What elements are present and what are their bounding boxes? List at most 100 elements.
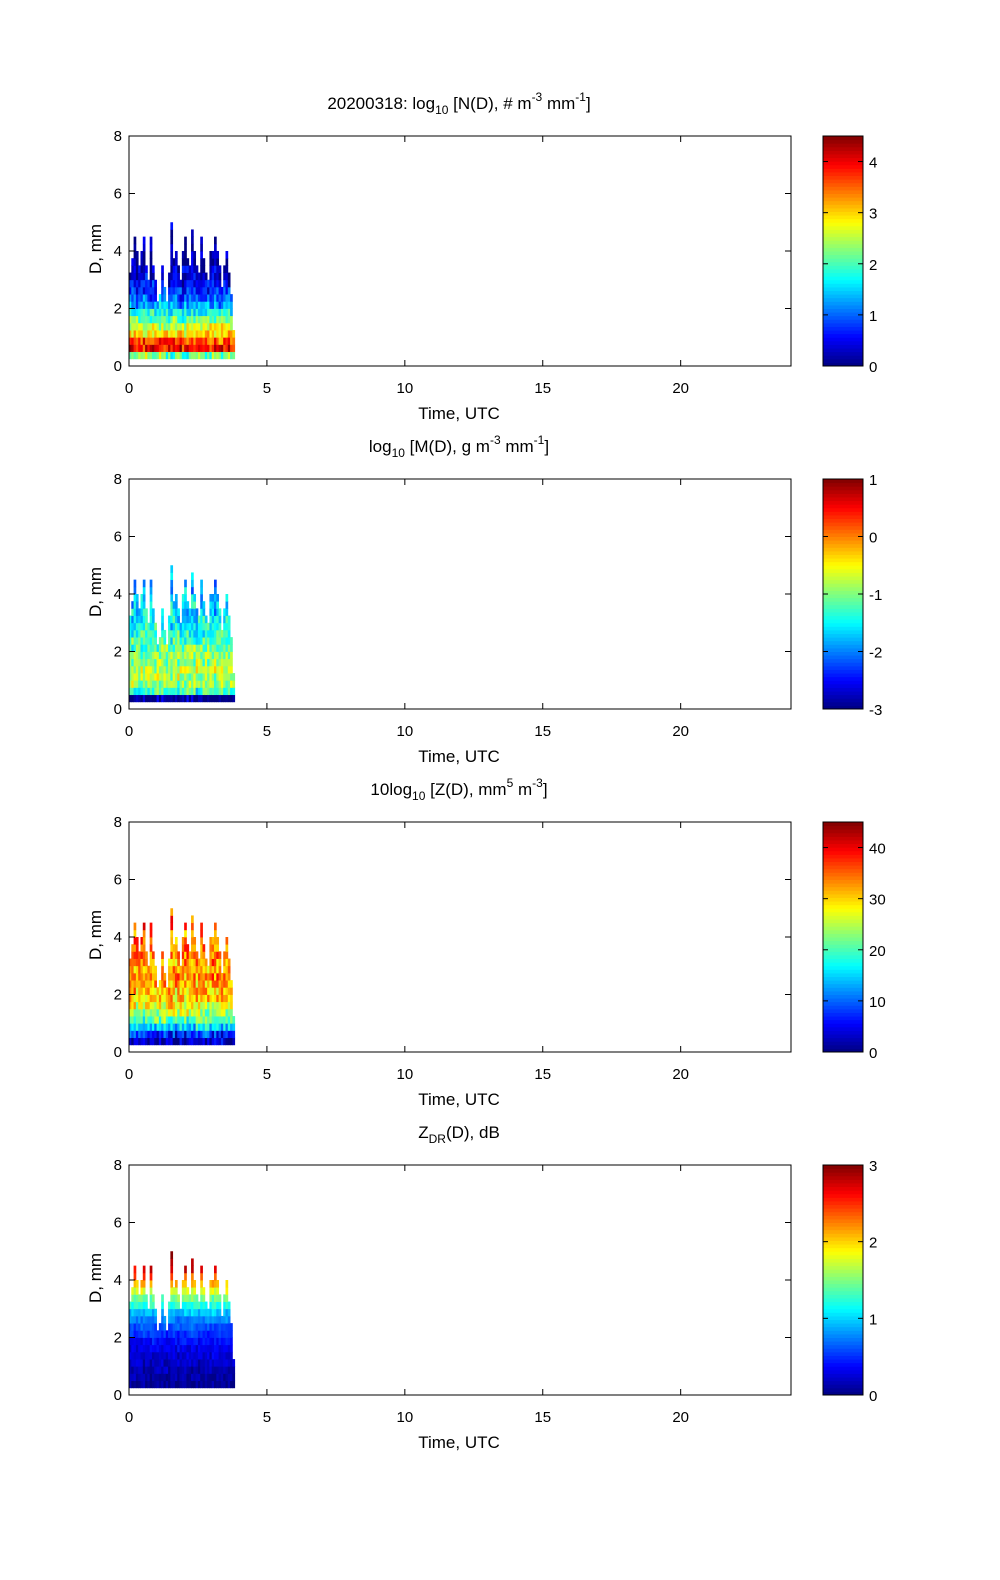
heatmap-cell [209,980,213,988]
heatmap-cell [145,279,148,288]
colorbar-segment [823,362,863,367]
heatmap-cell [202,1016,206,1024]
heatmap-cell [216,1359,220,1367]
heatmap-cell [140,351,144,360]
heatmap-cell [184,330,187,338]
heatmap-cell [191,315,194,324]
heatmap-cell [129,1366,132,1374]
heatmap-cell [145,644,148,652]
heatmap-cell [207,994,210,1003]
heatmap-cell [154,351,157,360]
heatmap-cell [216,1373,220,1382]
heatmap-cell [191,579,194,588]
heatmap-cell [227,308,231,317]
heatmap-cell [172,279,176,288]
heatmap-cell [151,1373,155,1382]
heatmap-cell [177,286,180,295]
heatmap-cell [131,629,134,638]
heatmap-cell [181,1373,185,1382]
colorbar-segment [823,987,863,992]
heatmap-cell [200,680,203,688]
heatmap-cell [142,1287,146,1295]
colorbar-segment [823,1369,863,1374]
heatmap-cell [214,586,217,595]
heatmap-cell [186,687,190,696]
heatmap-cell [177,615,180,624]
heatmap-cell [154,1323,157,1331]
heatmap-cell [181,673,185,681]
heatmap-cell [142,1373,146,1382]
heatmap-cell [204,972,208,981]
heatmap-cell [207,1359,210,1367]
heatmap-cell [207,644,210,652]
heatmap-cell [163,987,167,995]
heatmap-cell [168,1008,171,1017]
heatmap-cell [149,594,153,602]
heatmap-cell [165,694,169,703]
heatmap-cell [170,1351,174,1360]
heatmap-cell [138,286,141,295]
heatmap-cell [202,651,206,660]
colorbar-segment [823,1315,863,1321]
heatmap-cell [142,994,146,1003]
heatmap-cell [165,1344,169,1353]
heatmap-cell [170,651,174,660]
title-part: log [369,437,392,456]
heatmap-cell [174,651,178,660]
heatmap-cell [209,673,213,681]
heatmap-cell [145,1308,148,1317]
heatmap-cell [191,1380,194,1389]
heatmap-cell [193,594,197,602]
heatmap-cell [154,665,157,674]
colorbar-tick-label: 30 [869,892,886,909]
heatmap-cell [147,351,151,360]
colorbar-tick-label: 3 [869,1158,877,1175]
heatmap-cell [165,1330,169,1338]
heatmap-cell [142,680,146,688]
colorbar-segment [823,254,863,259]
heatmap-cell [147,972,151,981]
heatmap-cell [191,673,194,681]
heatmap-cell [133,980,137,988]
colorbar-segment [823,529,863,534]
heatmap-cell [158,994,162,1003]
heatmap-cell [223,673,226,681]
heatmap-cell [131,351,134,360]
heatmap-cell [186,301,190,309]
heatmap-cell [156,694,160,703]
heatmap-cell [193,1037,197,1046]
heatmap-cell [218,1344,222,1353]
heatmap-cell [191,1030,194,1039]
heatmap-cell [181,987,185,995]
heatmap-cell [133,658,137,667]
heatmap-cell [174,251,178,259]
heatmap-cell [184,243,187,252]
heatmap-cell [149,601,153,609]
heatmap-cell [200,579,203,588]
heatmap-cell [211,937,215,945]
heatmap-cell [211,258,215,266]
colorbar-tick-label: 2 [869,257,877,274]
heatmap-cell [230,637,233,645]
colorbar-segment [823,875,863,880]
heatmap-cell [165,315,169,324]
heatmap-cell [142,337,146,345]
heatmap-cell [133,994,137,1003]
heatmap-cell [225,322,229,331]
heatmap-cell [218,665,222,674]
colorbar-segment [823,229,863,234]
heatmap-cell [220,351,224,360]
heatmap-cell [133,1272,137,1281]
heatmap-cell [158,658,162,667]
heatmap-cell [204,1323,208,1331]
heatmap-cell [195,279,199,288]
heatmap-cell [202,1315,206,1324]
heatmap-cell [209,1351,213,1360]
heatmap-cell [170,272,174,281]
heatmap-cell [216,351,220,360]
heatmap-cell [170,922,174,931]
heatmap-cell [131,294,134,302]
heatmap-cell [223,951,226,959]
heatmap-cell [163,694,167,703]
heatmap-cell [227,337,231,345]
